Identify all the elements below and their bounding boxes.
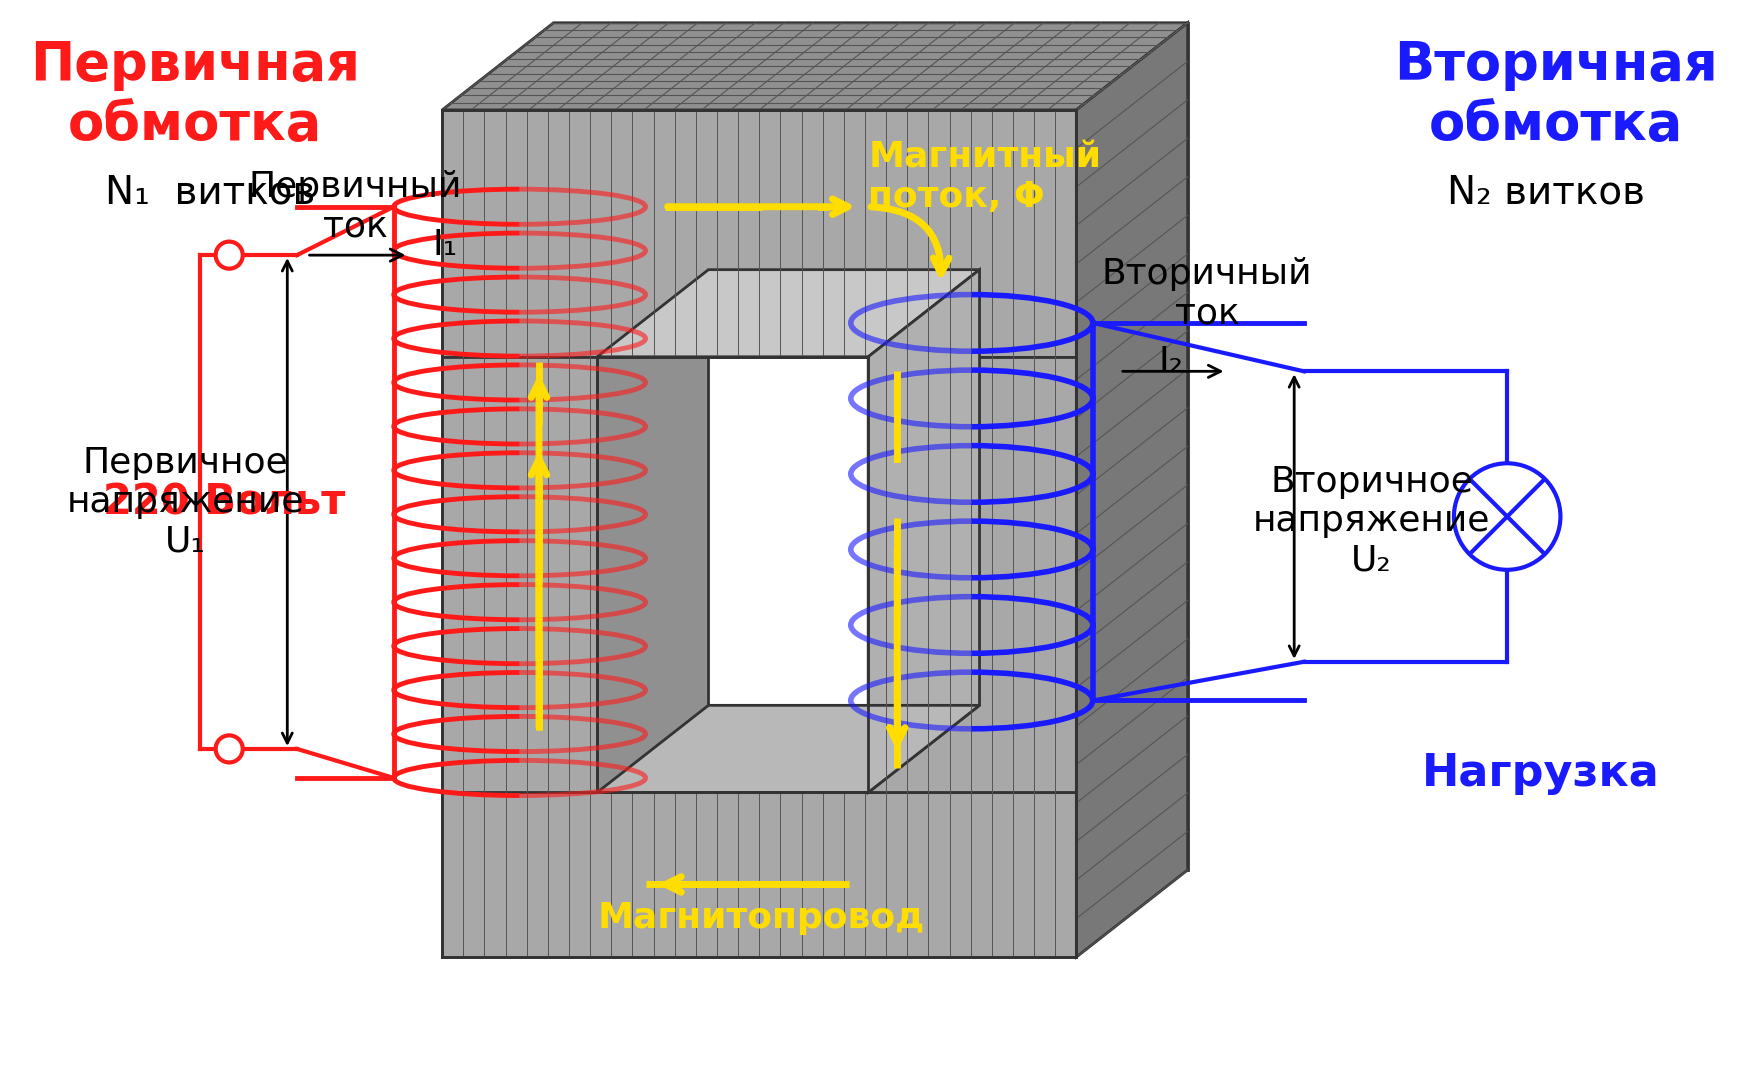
Polygon shape (597, 270, 980, 357)
Polygon shape (442, 110, 1076, 357)
Text: Нагрузка: Нагрузка (1423, 752, 1660, 794)
Text: Первичное
напряжение
U₁: Первичное напряжение U₁ (66, 446, 304, 559)
Text: Вторичное
напряжение
U₂: Вторичное напряжение U₂ (1254, 465, 1491, 578)
Text: Первичная
обмотка: Первичная обмотка (30, 39, 360, 151)
Polygon shape (553, 22, 1187, 870)
Polygon shape (868, 357, 1076, 792)
Text: Первичный
ток: Первичный ток (248, 169, 461, 243)
Text: Магнитный
поток, Φ: Магнитный поток, Φ (868, 141, 1102, 214)
Polygon shape (1076, 22, 1187, 957)
Text: Магнитопровод: Магнитопровод (599, 902, 925, 935)
Polygon shape (868, 270, 980, 792)
Polygon shape (597, 706, 980, 792)
Text: I₁: I₁ (433, 228, 457, 262)
Polygon shape (442, 357, 597, 792)
Circle shape (217, 242, 243, 269)
Text: I₂: I₂ (1159, 344, 1184, 378)
Circle shape (1454, 464, 1561, 570)
Polygon shape (709, 270, 980, 706)
Circle shape (217, 736, 243, 762)
Text: Вторичный
ток: Вторичный ток (1102, 257, 1313, 330)
Polygon shape (442, 792, 1076, 957)
Polygon shape (442, 22, 1187, 110)
Text: N₁  витков: N₁ витков (105, 173, 314, 211)
Text: N₂ витков: N₂ витков (1447, 173, 1645, 211)
Text: 220 Вольт: 220 Вольт (103, 481, 346, 523)
Text: Вторичная
обмотка: Вторичная обмотка (1393, 39, 1718, 151)
